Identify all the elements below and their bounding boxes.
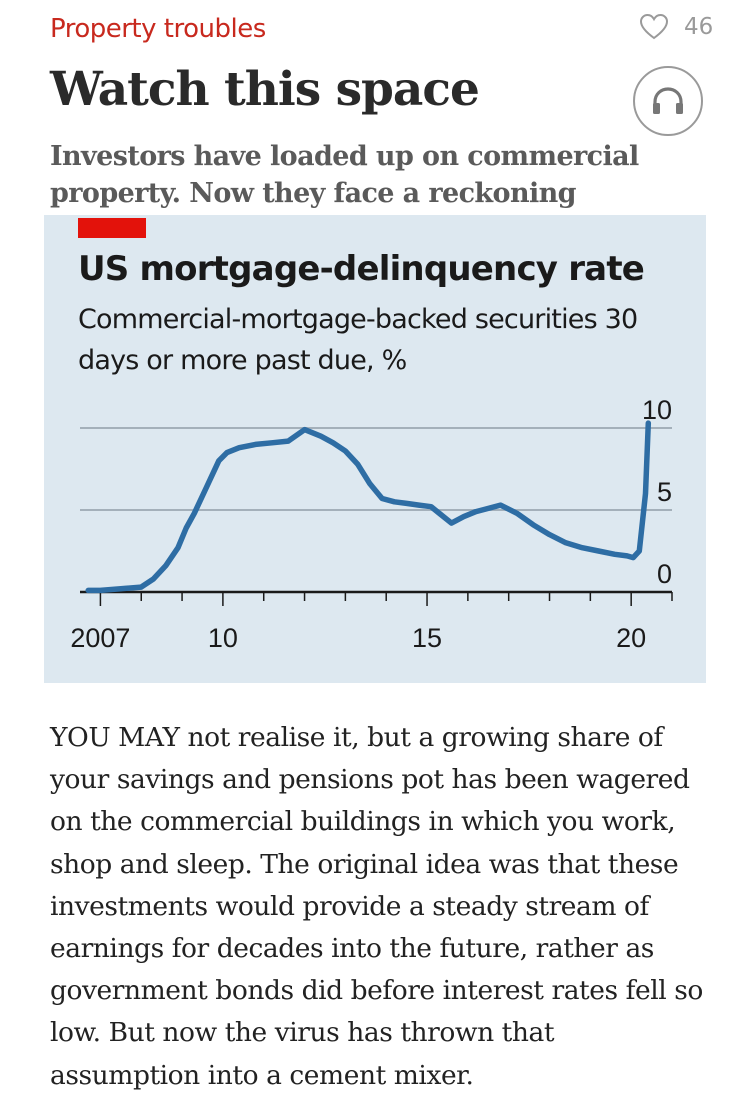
y-tick-label: 0 [657, 559, 672, 589]
heart-outline-icon [640, 14, 668, 40]
x-tick-label: 15 [412, 623, 442, 653]
chart-plot: 0 5 10 2007 10 15 20 [70, 395, 673, 653]
article-body: YOU MAY not realise it, but a growing sh… [50, 722, 703, 1091]
x-tick-label: 20 [616, 623, 646, 653]
chart: US mortgage-delinquency rate Commercial-… [44, 215, 706, 683]
like-button[interactable]: 46 [640, 14, 713, 40]
headline: Watch this space [50, 62, 480, 117]
standfirst: Investors have loaded up on commercial p… [50, 141, 639, 209]
chart-subtitle: Commercial-mortgage-backed securities 30… [78, 304, 638, 376]
headphones-icon [653, 87, 683, 114]
like-count: 46 [684, 14, 714, 40]
y-tick-label: 5 [657, 477, 672, 507]
section-label[interactable]: Property troubles [50, 14, 266, 44]
x-tick-label: 10 [208, 623, 238, 653]
x-tick-label: 2007 [70, 623, 130, 653]
listen-button[interactable] [633, 66, 703, 136]
series-line [85, 420, 652, 594]
y-tick-label: 10 [642, 395, 672, 425]
chart-title: US mortgage-delinquency rate [78, 249, 645, 289]
chart-red-tag [78, 218, 146, 238]
